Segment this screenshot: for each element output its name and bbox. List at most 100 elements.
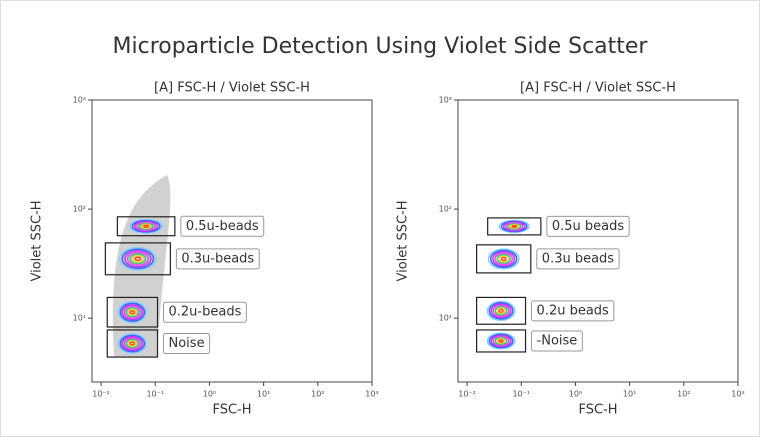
y-tick-label: 10² — [439, 205, 452, 214]
x-tick-label: 10⁻² — [458, 390, 476, 399]
x-tick-label: 10¹ — [257, 390, 270, 399]
population-contour — [134, 256, 142, 262]
gate-label-box — [531, 300, 615, 322]
chart-title: [A] FSC-H / Violet SSC-H — [154, 81, 310, 96]
population-contour — [496, 307, 506, 315]
population-contour — [488, 302, 514, 320]
population-contour — [124, 250, 152, 268]
population-contour — [118, 246, 157, 271]
x-tick-label: 10⁰ — [569, 390, 582, 399]
gate — [106, 296, 159, 328]
population-contour — [129, 218, 163, 234]
gate-label: 0.5u beads — [552, 219, 625, 234]
y-tick-label: 10³ — [73, 96, 86, 105]
population-contour — [117, 301, 148, 324]
population-contour — [492, 304, 510, 317]
population-contour — [496, 253, 511, 264]
population-contour — [126, 251, 150, 266]
population-contour — [494, 336, 508, 346]
x-tick-label: 10² — [311, 390, 324, 399]
x-tick-label: 10² — [677, 390, 690, 399]
plot-frame — [91, 99, 373, 383]
population-contour — [489, 249, 518, 269]
population-contour — [502, 221, 526, 232]
x-tick-label: 10⁻¹ — [512, 390, 530, 399]
gate-label: 0.5u-beads — [186, 219, 259, 234]
population-contour — [123, 305, 142, 319]
x-tick-label: 10⁰ — [203, 390, 216, 399]
population-contour — [131, 254, 144, 263]
population-contour — [490, 303, 512, 319]
population-contour — [133, 220, 159, 232]
gate-label: -Noise — [537, 333, 578, 348]
population-contour — [507, 223, 522, 230]
population-contour — [498, 339, 504, 343]
population-contour — [494, 306, 508, 316]
y-axis-label: Violet SSC-H — [30, 200, 45, 281]
x-tick-label: 10¹ — [623, 390, 636, 399]
population-contour — [498, 308, 504, 313]
population-contour — [492, 251, 516, 267]
population-contour — [127, 308, 138, 316]
gate — [106, 329, 159, 358]
population-contour — [494, 252, 514, 266]
figure-title: Microparticle Detection Using Violet Sid… — [113, 34, 649, 59]
x-axis-label: FSC-H — [212, 403, 251, 418]
x-tick-label: 10⁻² — [92, 390, 110, 399]
gate — [476, 244, 532, 274]
x-tick-label: 10⁻¹ — [146, 390, 164, 399]
gate-label: 0.2u beads — [537, 303, 610, 318]
gate-label: 0.2u-beads — [169, 305, 242, 320]
gate-label-box — [175, 248, 260, 270]
gate-label-box — [536, 248, 620, 270]
population-contour — [488, 333, 514, 349]
population-contour — [486, 332, 516, 350]
population-contour — [487, 248, 520, 270]
population-contour — [496, 338, 506, 344]
gate-label-box — [180, 215, 265, 237]
gate — [476, 296, 527, 325]
gate-label: Noise — [169, 336, 205, 351]
population-contour — [143, 224, 150, 228]
population-contour — [125, 338, 140, 349]
plot-frame — [457, 99, 739, 383]
population-contour — [121, 304, 144, 321]
gate-label-box — [531, 330, 583, 352]
y-tick-label: 10³ — [439, 96, 452, 105]
population-contour — [498, 219, 530, 234]
population-contour — [129, 309, 136, 315]
gate — [487, 217, 542, 236]
x-tick-label: 10³ — [731, 390, 744, 399]
gate — [116, 216, 176, 237]
gate-label: 0.3u beads — [542, 251, 615, 266]
population-contour — [121, 335, 144, 352]
population-contour — [119, 334, 146, 353]
population-contour — [500, 220, 528, 233]
population-contour — [486, 300, 516, 321]
population-contour — [492, 335, 510, 347]
population-contour — [500, 256, 507, 262]
y-axis-label: Violet SSC-H — [396, 200, 411, 281]
y-tick-label: 10¹ — [439, 314, 452, 323]
population-contour — [129, 341, 136, 346]
population-contour — [498, 255, 509, 263]
population-contour — [136, 221, 157, 231]
population-contour — [511, 224, 518, 229]
gate-label: 0.3u-beads — [181, 251, 254, 266]
gate — [104, 242, 171, 276]
gate-label-box — [546, 215, 630, 237]
population-contour — [119, 302, 146, 322]
population-contour — [125, 307, 140, 318]
y-tick-label: 10¹ — [73, 314, 86, 323]
gate-label-box — [163, 333, 211, 355]
gate — [476, 329, 527, 353]
population-contour — [140, 223, 152, 229]
y-tick-label: 10² — [73, 205, 86, 214]
population-contour — [129, 253, 147, 265]
population-contour — [123, 337, 142, 350]
gate-label-box — [163, 301, 247, 323]
population-contour — [138, 222, 154, 230]
population-contour — [490, 334, 512, 348]
